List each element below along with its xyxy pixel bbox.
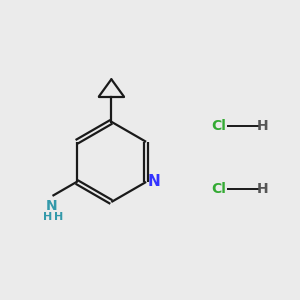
Text: H: H: [54, 212, 64, 222]
Text: N: N: [148, 175, 161, 190]
Text: Cl: Cl: [211, 182, 226, 196]
Text: H: H: [257, 182, 269, 196]
Text: H: H: [257, 119, 269, 133]
Text: N: N: [46, 199, 58, 213]
Text: H: H: [43, 212, 52, 222]
Text: Cl: Cl: [211, 119, 226, 133]
